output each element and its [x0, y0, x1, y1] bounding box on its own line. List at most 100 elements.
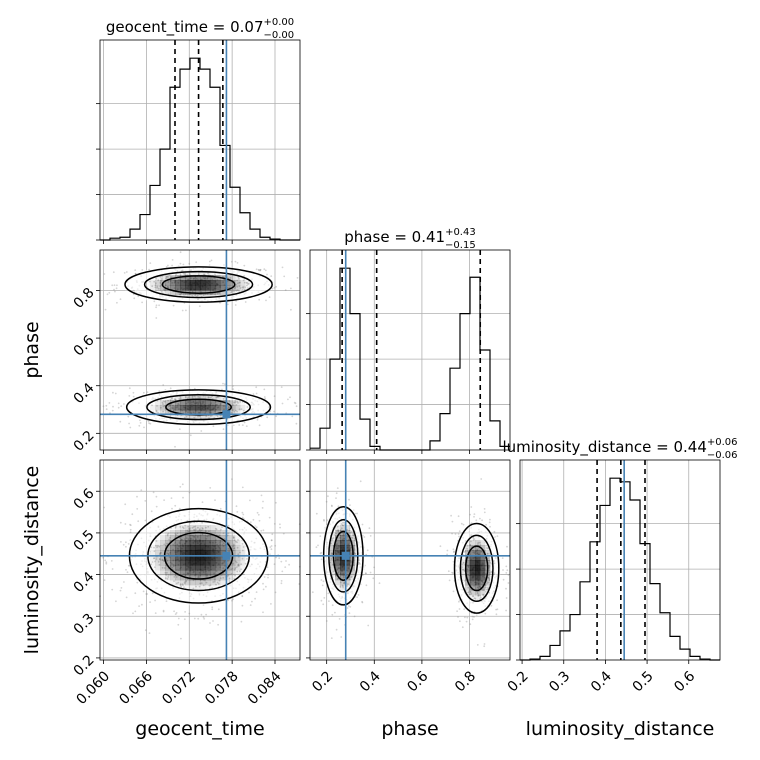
sample-point: [505, 597, 508, 599]
density-cell: [180, 550, 186, 556]
sample-point: [171, 398, 173, 400]
sample-point: [152, 491, 155, 494]
sample-point: [108, 291, 111, 294]
density-cell: [135, 565, 141, 571]
sample-point: [200, 613, 203, 616]
sample-point: [240, 408, 243, 411]
density-cell: [260, 550, 266, 556]
density-cell: [475, 560, 481, 566]
sample-point: [178, 398, 181, 401]
sample-point: [198, 305, 201, 308]
sample-point: [205, 581, 208, 584]
density-cell: [155, 400, 161, 406]
y-tick-label: 0.5: [71, 527, 98, 554]
sample-point: [260, 494, 263, 497]
sample-point: [352, 534, 355, 537]
sample-point: [198, 396, 201, 399]
sample-point: [255, 386, 258, 389]
density-cell: [250, 580, 256, 586]
density-cell: [160, 270, 166, 276]
sample-point: [249, 499, 251, 502]
sample-point: [192, 411, 195, 414]
sample-point: [205, 613, 208, 616]
density-cell: [340, 505, 346, 511]
sample-point: [234, 409, 237, 412]
sample-point: [158, 545, 161, 548]
sample-point: [245, 425, 248, 427]
density-cell: [465, 535, 471, 541]
density-cell: [480, 605, 486, 611]
sample-point: [479, 541, 481, 544]
sample-point: [330, 542, 332, 545]
density-cell: [180, 530, 186, 536]
density-cell: [170, 295, 176, 301]
density-cell: [230, 560, 236, 566]
density-cell: [205, 540, 211, 546]
density-cell: [180, 395, 186, 401]
sample-point: [323, 518, 325, 521]
sample-point: [244, 562, 247, 565]
density-cell: [240, 395, 246, 401]
sample-point: [114, 290, 116, 293]
sample-point: [181, 309, 184, 312]
sample-point: [262, 582, 264, 585]
density-cell: [240, 525, 246, 531]
sample-point: [216, 396, 218, 399]
sample-point: [241, 286, 244, 289]
sample-point: [179, 251, 182, 254]
sample-point: [137, 295, 140, 298]
sample-point: [239, 287, 242, 289]
density-cell: [160, 275, 166, 281]
x-tick-label: 0.4: [588, 668, 615, 695]
density-cell: [165, 535, 171, 541]
sample-point: [233, 547, 235, 550]
density-cell: [185, 550, 191, 556]
density-cell: [150, 395, 156, 401]
density-cell: [150, 530, 156, 536]
sample-point: [126, 571, 129, 574]
sample-point: [155, 410, 158, 413]
density-cell: [180, 555, 186, 561]
sample-point: [236, 546, 239, 549]
sample-point: [198, 290, 201, 292]
density-cell: [345, 545, 351, 551]
density-cell: [250, 545, 256, 551]
density-cell: [195, 570, 201, 576]
density-cell: [185, 395, 191, 401]
sample-point: [193, 528, 196, 531]
density-cell: [225, 595, 231, 601]
sample-point: [356, 596, 358, 598]
sample-point: [359, 480, 362, 483]
sample-point: [148, 632, 151, 634]
density-cell: [235, 525, 241, 531]
density-cell: [250, 535, 256, 541]
sample-point: [452, 572, 454, 575]
sample-point: [327, 495, 329, 498]
density-cell: [325, 550, 331, 556]
density-cell: [140, 530, 146, 536]
density-cell: [200, 540, 206, 546]
sample-point: [187, 396, 190, 399]
sample-point: [232, 562, 235, 565]
density-cell: [355, 535, 361, 541]
sample-point: [195, 538, 198, 541]
density-cell: [350, 590, 356, 596]
density-cell: [165, 570, 171, 576]
density-cell: [235, 275, 241, 281]
sample-point: [198, 585, 201, 588]
x-tick-label: 0.3: [546, 668, 573, 695]
density-cell: [345, 600, 351, 606]
sample-point: [439, 545, 442, 548]
sample-point: [154, 599, 157, 602]
x-tick-label: 0.072: [159, 668, 199, 708]
sample-point: [469, 513, 471, 516]
sample-point: [205, 537, 208, 540]
sample-point: [209, 622, 211, 624]
sample-point: [338, 618, 341, 620]
sample-point: [273, 523, 276, 525]
sample-point: [120, 587, 123, 589]
sample-point: [477, 595, 480, 597]
sample-point: [487, 586, 489, 589]
density-cell: [345, 595, 351, 601]
sample-point: [353, 548, 356, 551]
